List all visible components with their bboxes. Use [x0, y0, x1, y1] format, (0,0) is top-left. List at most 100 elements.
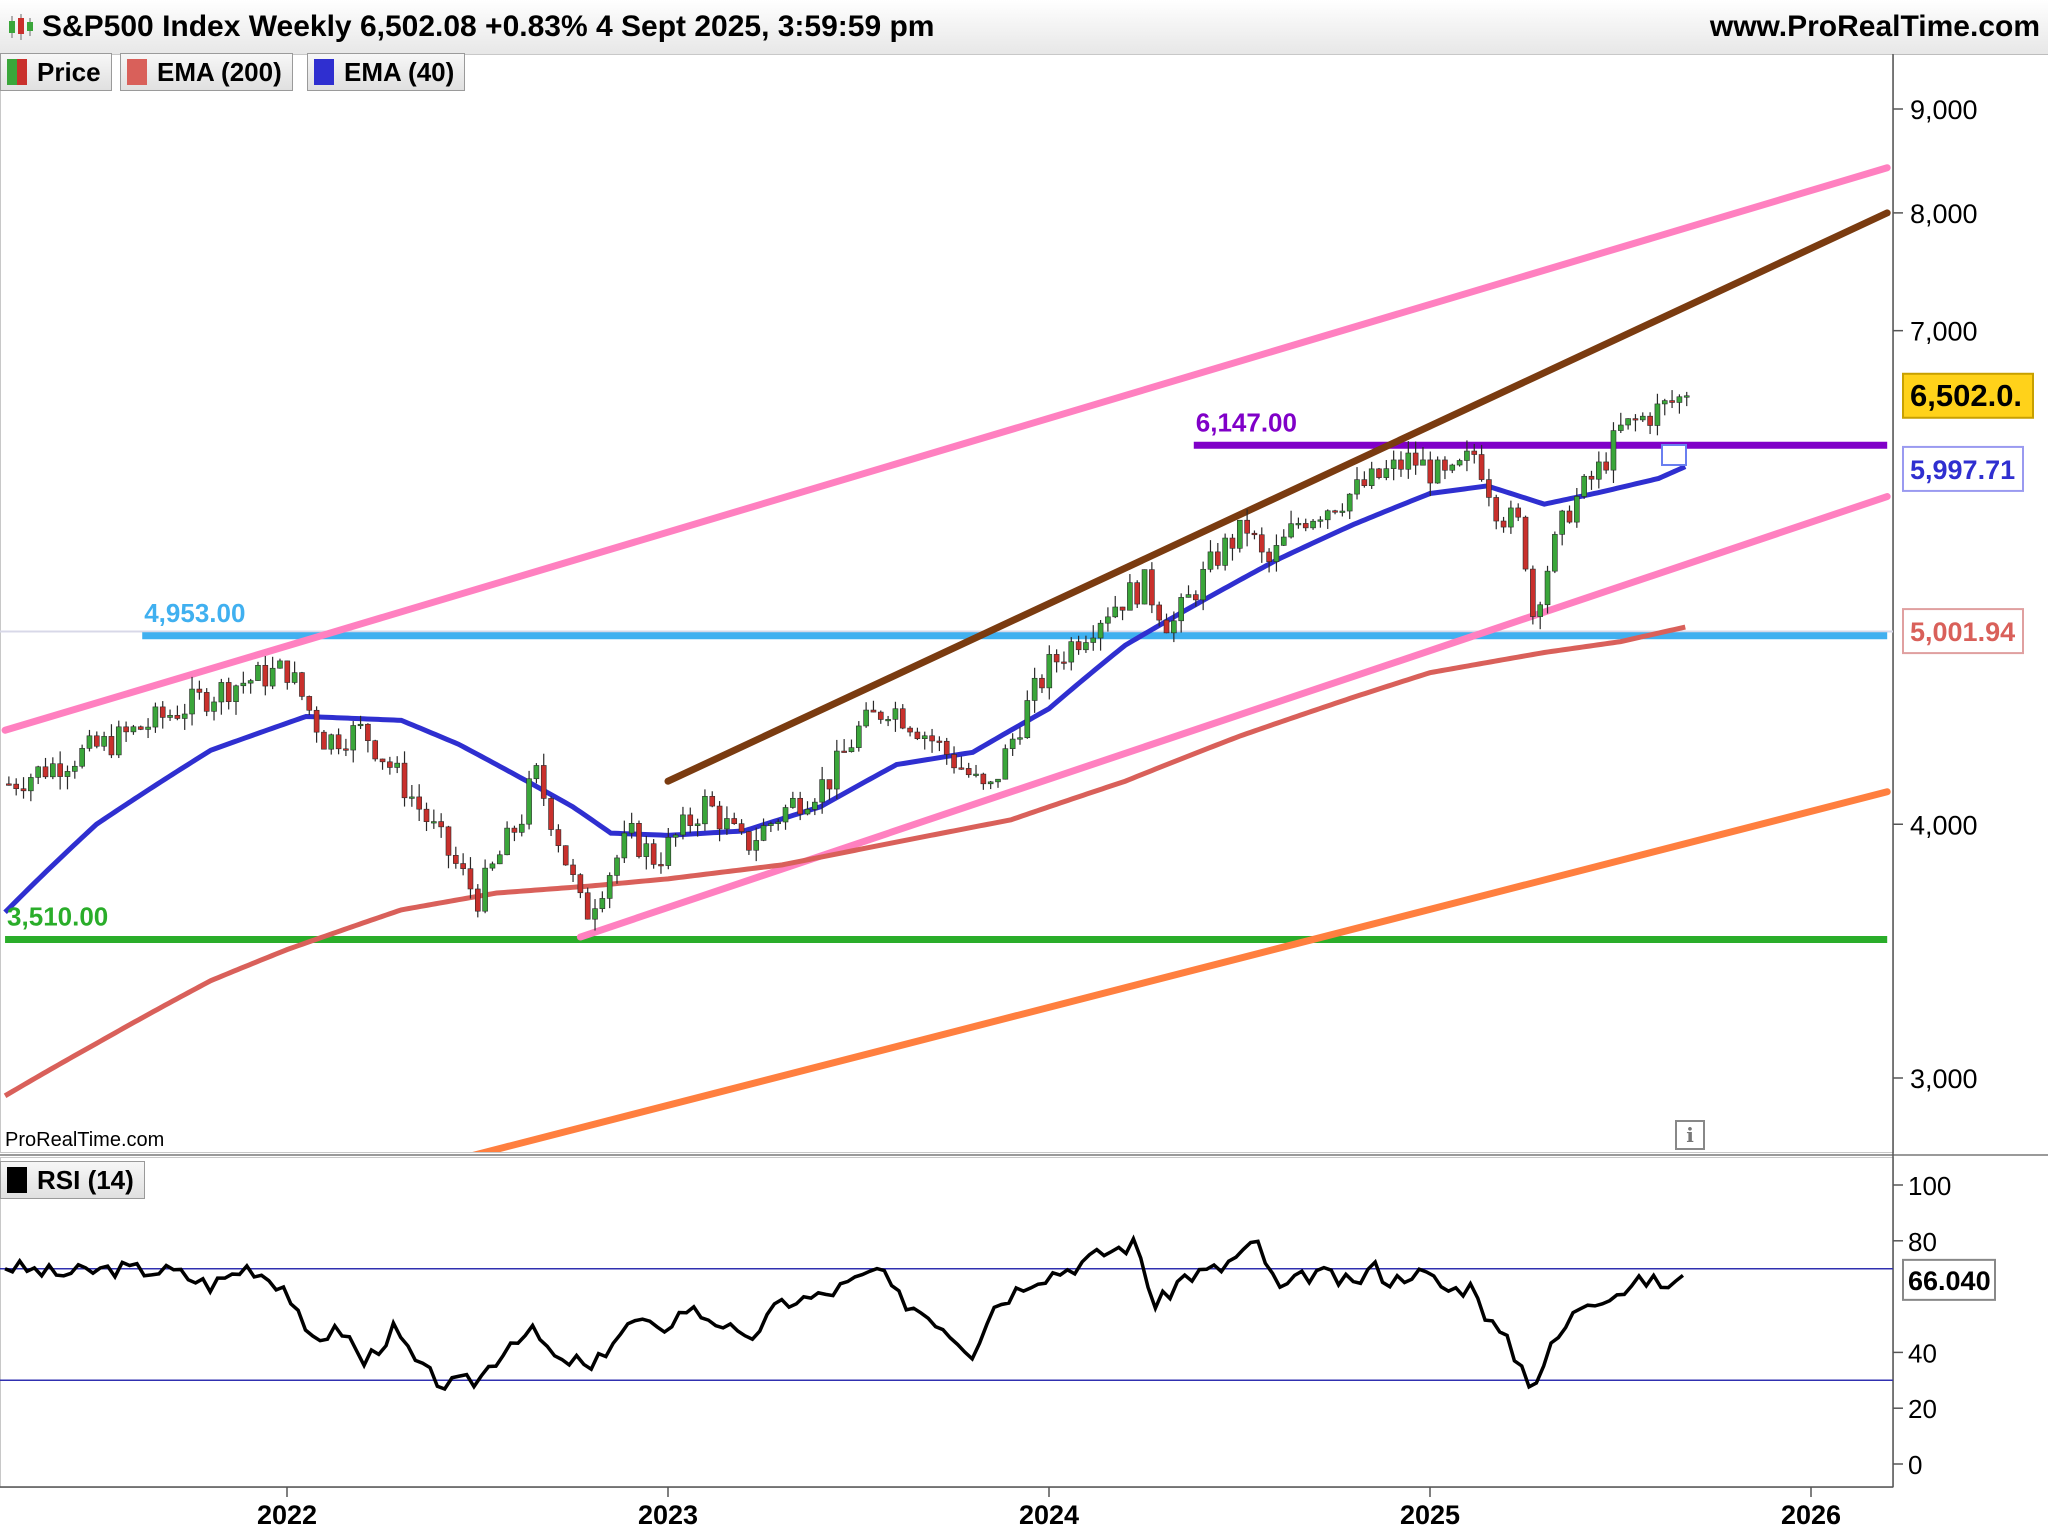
candle-body: [1669, 400, 1675, 403]
legend-ema40[interactable]: EMA (40): [307, 53, 466, 91]
candle-body: [218, 682, 225, 703]
candle-body: [570, 864, 576, 875]
candle-body: [724, 818, 730, 830]
candle-body: [540, 765, 547, 799]
candle-body: [1471, 450, 1478, 455]
candle-body: [20, 788, 27, 792]
candle-body: [834, 750, 840, 790]
candle-body: [518, 823, 525, 833]
trendline-pink-upper: [1, 164, 1891, 734]
candle-body: [753, 840, 760, 851]
candle-body: [1552, 534, 1558, 572]
info-icon[interactable]: i: [1675, 1120, 1705, 1150]
candle-body: [1537, 604, 1543, 617]
candle-body: [782, 807, 789, 823]
ema200-swatch-icon: [127, 59, 147, 85]
candle-body: [716, 805, 723, 830]
candle-body: [1215, 551, 1221, 566]
candle-body: [921, 735, 928, 739]
candle-body: [1368, 468, 1375, 486]
candlestick-logo-icon: [9, 14, 33, 40]
candle-body: [672, 834, 679, 838]
ema40-swatch-icon: [314, 59, 334, 85]
candle-body: [1266, 551, 1272, 562]
candle-body: [731, 818, 738, 824]
candle-body: [555, 829, 562, 846]
candle-body: [1324, 510, 1331, 521]
candle-body: [409, 796, 415, 799]
candle-body: [225, 682, 232, 702]
candle-body: [526, 778, 532, 825]
candle-body: [42, 766, 49, 778]
candle-body: [379, 758, 386, 763]
candle-body: [262, 665, 269, 687]
candle-body: [870, 709, 877, 713]
legend-ema40-label: EMA (40): [344, 57, 455, 87]
candle-body: [152, 706, 159, 728]
candle-body: [1105, 616, 1111, 624]
legend-rsi[interactable]: RSI (14): [0, 1161, 145, 1199]
ema40-value-label-box: [1902, 445, 2024, 492]
candle-body: [1500, 520, 1507, 528]
candle-body: [1193, 594, 1199, 601]
candle-body: [1053, 654, 1060, 663]
candle-body: [489, 863, 496, 869]
candle-body: [643, 843, 650, 857]
candle-body: [1544, 570, 1551, 606]
candle-body: [247, 680, 254, 684]
candle-body: [1427, 459, 1434, 484]
candle-body: [790, 797, 796, 808]
candle-body: [1332, 510, 1338, 513]
candle-body: [1229, 537, 1236, 549]
candle-body: [13, 783, 19, 790]
ema200-value-label: 5,001.94: [1910, 617, 2015, 647]
candle-body: [167, 715, 173, 718]
candle-body: [1464, 450, 1470, 461]
candle-body: [159, 706, 166, 718]
candle-body: [1258, 534, 1265, 553]
candle-body: [1185, 594, 1192, 598]
candle-body: [28, 777, 34, 792]
candle-body: [995, 778, 1001, 783]
candle-body: [423, 808, 430, 822]
candle-body: [1361, 479, 1368, 486]
candle-body: [1171, 620, 1177, 634]
candle-body: [1178, 597, 1184, 622]
rsi-y-tick-label: 20: [1908, 1394, 1937, 1424]
candle-body: [951, 754, 957, 769]
candle-body: [1376, 468, 1382, 478]
candle-body: [1676, 396, 1683, 403]
candle-body: [1200, 568, 1206, 601]
legend-price[interactable]: Price: [0, 53, 112, 91]
candle-body: [1339, 510, 1346, 513]
candle-body: [474, 888, 481, 912]
candle-body: [1610, 430, 1617, 471]
candle-body: [181, 713, 188, 719]
candle-body: [123, 726, 129, 733]
site-link[interactable]: www.ProRealTime.com: [1709, 10, 2040, 43]
candle-body: [203, 692, 210, 712]
candle-body: [1075, 641, 1082, 651]
candle-body: [1661, 400, 1668, 405]
candle-body: [496, 854, 503, 865]
candle-body: [1090, 637, 1097, 643]
candle-body: [562, 845, 569, 866]
legend-ema200[interactable]: EMA (200): [120, 53, 293, 91]
candle-body: [1617, 424, 1624, 431]
candle-body: [1574, 496, 1580, 523]
candle-body: [965, 768, 972, 776]
y-tick-label: 8,000: [1910, 199, 1978, 229]
candle-body: [1420, 459, 1426, 466]
candle-body: [137, 726, 144, 730]
last-price-label: 6,502.0.: [1910, 378, 2022, 413]
candle-body: [1566, 510, 1573, 523]
candle-body: [1244, 519, 1250, 534]
note-marker-icon: [1661, 444, 1687, 466]
rsi-value-label: 66.040: [1908, 1266, 1991, 1296]
candle-body: [1596, 461, 1602, 480]
candle-body: [57, 763, 63, 777]
y-tick-label: 4,000: [1910, 810, 1978, 840]
candle-body: [1654, 403, 1661, 426]
candle-body: [145, 726, 151, 730]
